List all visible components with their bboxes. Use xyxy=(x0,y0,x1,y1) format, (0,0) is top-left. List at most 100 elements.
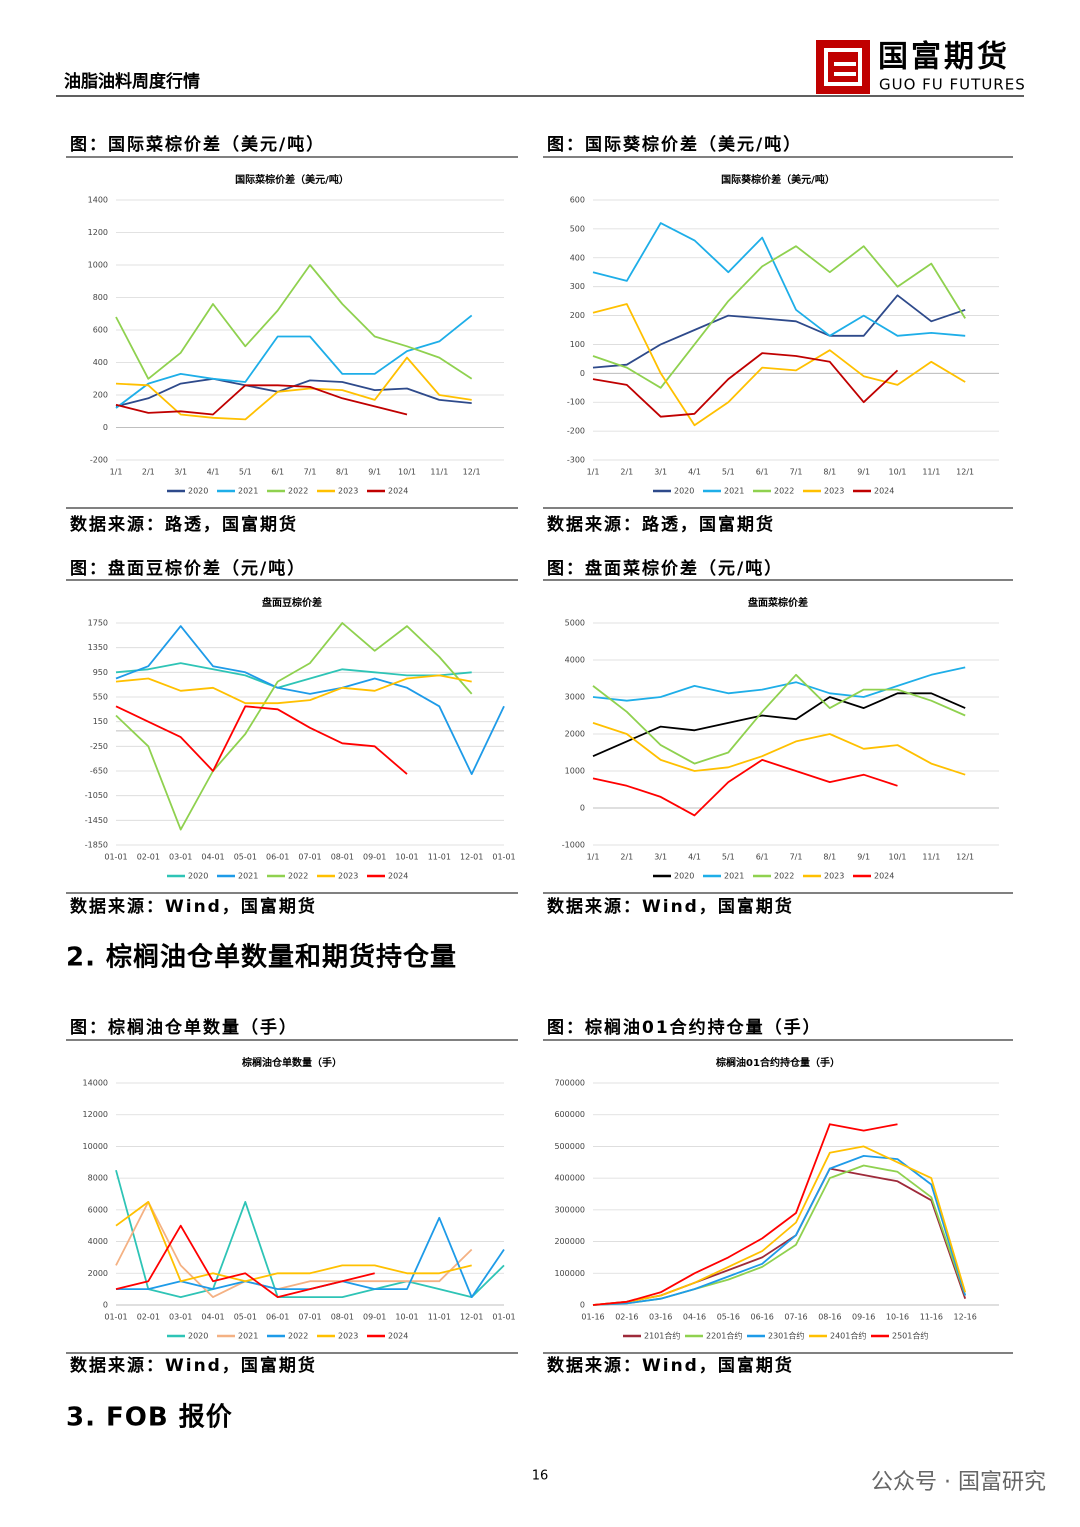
legend-label: 2101合约 xyxy=(644,1331,680,1341)
y-tick-label: 600 xyxy=(570,196,585,205)
section-heading: 2. 棕榈油仓单数量和期货持仓量 xyxy=(66,942,457,973)
legend-label: 2021 xyxy=(724,487,744,496)
x-tick-label: 3/1 xyxy=(654,853,667,862)
figure-source: 数据来源：Wind，国富期货 xyxy=(547,896,794,917)
chart: 盘面菜棕价差 -1000 0 1000 2000 3000 4000 5000 1/1 2/1 3/… xyxy=(562,596,999,881)
figure-caption: 图：国际葵棕价差（美元/吨） xyxy=(547,134,802,155)
series-line xyxy=(115,622,473,831)
x-tick-label: 12/1 xyxy=(956,853,974,862)
legend-label: 2501合约 xyxy=(892,1331,928,1341)
x-tick-label: 6/1 xyxy=(271,468,284,477)
series-line xyxy=(592,692,966,758)
x-tick-label: 08-16 xyxy=(818,1313,841,1322)
x-tick-label: 1/1 xyxy=(587,853,600,862)
series-line xyxy=(592,666,966,702)
legend-label: 2021 xyxy=(724,872,744,881)
y-tick-label: 1750 xyxy=(88,619,108,628)
y-tick-label: 5000 xyxy=(565,619,585,628)
y-tick-label: 1400 xyxy=(88,196,108,205)
figure-caption: 图：盘面豆棕价差（元/吨） xyxy=(70,558,306,579)
series-line xyxy=(115,1169,505,1298)
y-tick-label: -1450 xyxy=(85,816,108,825)
series-line xyxy=(115,662,472,689)
x-tick-label: 6/1 xyxy=(756,468,769,477)
y-tick-label: -200 xyxy=(567,427,585,436)
legend-label: 2020 xyxy=(674,872,694,881)
x-tick-label: 01-01 xyxy=(492,1313,515,1322)
x-tick-label: 11/1 xyxy=(922,468,940,477)
x-tick-label: 10-16 xyxy=(886,1313,909,1322)
y-tick-label: 300000 xyxy=(554,1205,585,1214)
y-tick-label: 1000 xyxy=(565,767,585,776)
y-tick-label: 950 xyxy=(93,668,108,677)
chart: 国际菜棕价差（美元/吨） -200 0 200 400 600 800 1000 1200 140… xyxy=(88,173,504,496)
legend-label: 2024 xyxy=(388,487,408,496)
series-line xyxy=(115,705,408,775)
y-tick-label: 400 xyxy=(93,358,108,367)
x-tick-label: 01-01 xyxy=(492,853,515,862)
chart: 国际葵棕价差（美元/吨） -300 -200 -100 0 100 200 300 400 500… xyxy=(567,173,999,496)
series-line xyxy=(592,1164,967,1306)
x-tick-label: 05-01 xyxy=(234,853,257,862)
y-tick-label: -250 xyxy=(90,742,108,751)
y-tick-label: 500 xyxy=(570,224,585,233)
legend-label: 2020 xyxy=(188,872,208,881)
legend-label: 2021 xyxy=(238,1332,258,1341)
legend-label: 2023 xyxy=(824,487,844,496)
y-tick-label: 6000 xyxy=(88,1205,108,1214)
legend-label: 2020 xyxy=(674,487,694,496)
y-tick-label: 200000 xyxy=(554,1237,585,1246)
x-tick-label: 8/1 xyxy=(336,468,349,477)
logo xyxy=(816,40,870,94)
y-tick-label: 0 xyxy=(580,369,585,378)
series-line xyxy=(592,1123,898,1306)
y-tick-label: 200 xyxy=(570,311,585,320)
y-tick-label: 10000 xyxy=(83,1142,108,1151)
x-tick-label: 08-01 xyxy=(331,1313,354,1322)
x-tick-label: 04-01 xyxy=(201,853,224,862)
series-line xyxy=(592,352,899,418)
brand-en: GUO FU FUTURES xyxy=(879,76,1026,94)
x-tick-label: 07-01 xyxy=(298,1313,321,1322)
legend-label: 2401合约 xyxy=(830,1331,866,1341)
figure-caption: 图：棕榈油仓单数量（手） xyxy=(70,1017,298,1038)
y-tick-label: 150 xyxy=(93,717,108,726)
legend-label: 2023 xyxy=(338,487,358,496)
x-tick-label: 6/1 xyxy=(756,853,769,862)
legend-label: 2024 xyxy=(388,1332,408,1341)
series-line xyxy=(115,264,473,380)
page-number: 16 xyxy=(532,1469,549,1484)
x-tick-label: 09-01 xyxy=(363,1313,386,1322)
x-tick-label: 4/1 xyxy=(207,468,220,477)
x-tick-label: 9/1 xyxy=(857,468,870,477)
x-tick-label: 2/1 xyxy=(142,468,155,477)
series-line xyxy=(115,314,473,409)
y-tick-label: -1850 xyxy=(85,841,108,850)
y-tick-label: 400 xyxy=(570,253,585,262)
figure-source: 数据来源：路透，国富期货 xyxy=(547,514,775,535)
x-tick-label: 07-01 xyxy=(298,853,321,862)
x-tick-label: 11/1 xyxy=(430,468,448,477)
legend-label: 2021 xyxy=(238,872,258,881)
x-tick-label: 02-01 xyxy=(137,853,160,862)
x-tick-label: 11/1 xyxy=(922,853,940,862)
x-tick-label: 06-01 xyxy=(266,1313,289,1322)
x-tick-label: 3/1 xyxy=(174,468,187,477)
y-tick-label: 0 xyxy=(580,804,585,813)
chart-title: 盘面菜棕价差 xyxy=(748,596,808,609)
y-tick-label: 800 xyxy=(93,293,108,302)
y-tick-label: -300 xyxy=(567,456,585,465)
x-tick-label: 01-01 xyxy=(104,1313,127,1322)
y-tick-label: -650 xyxy=(90,767,108,776)
brand: 国富期货 xyxy=(878,40,1010,75)
section-heading: 3. FOB 报价 xyxy=(66,1402,233,1433)
x-tick-label: 7/1 xyxy=(790,468,803,477)
series-line xyxy=(115,674,472,705)
x-tick-label: 11-16 xyxy=(920,1313,943,1322)
y-tick-label: 100000 xyxy=(554,1269,585,1278)
legend-label: 2022 xyxy=(288,487,308,496)
chart-title: 棕榈油仓单数量（手） xyxy=(241,1056,342,1069)
x-tick-label: 06-16 xyxy=(751,1313,774,1322)
series-line xyxy=(592,294,966,369)
